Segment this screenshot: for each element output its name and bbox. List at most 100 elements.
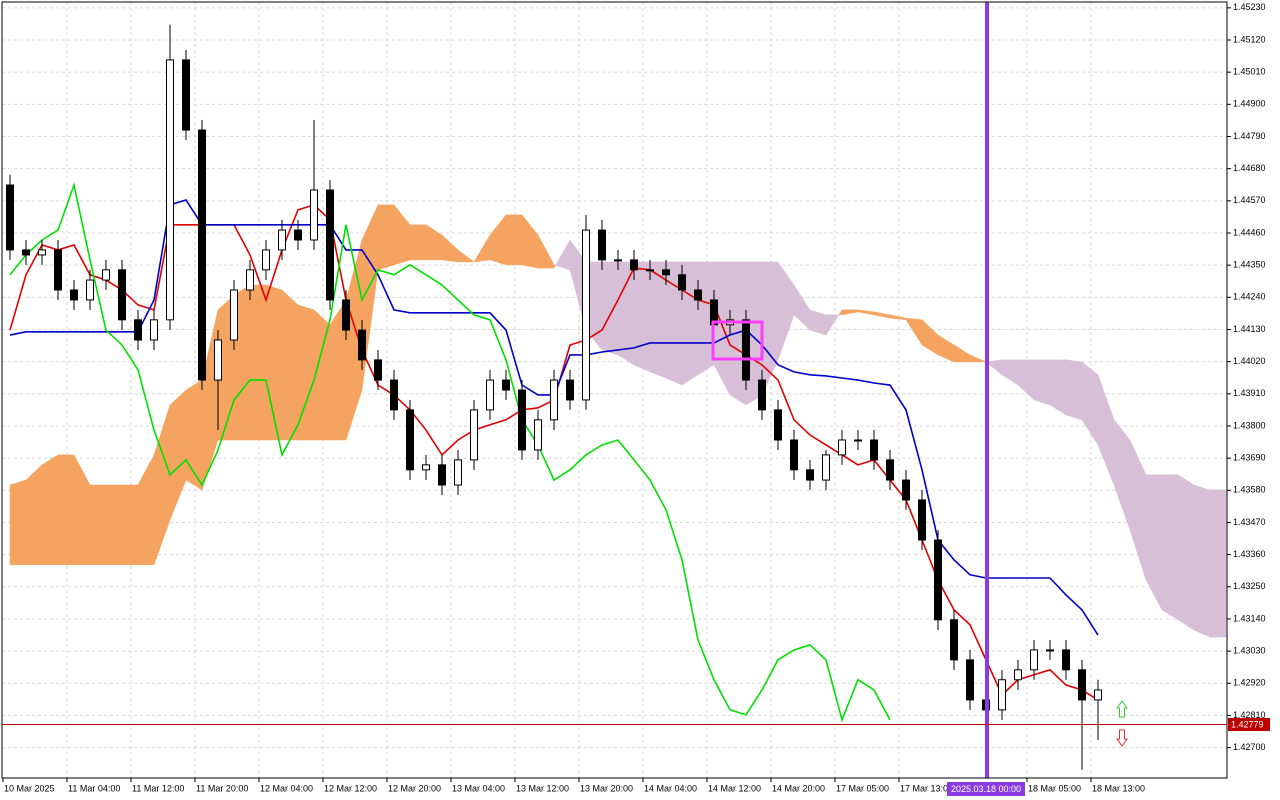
cloud-segment: [281, 289, 299, 441]
x-tick-label: 14 Mar 12:00: [708, 783, 761, 793]
candle-body: [102, 269, 110, 281]
candle-body: [934, 539, 942, 621]
candle-body: [886, 459, 894, 481]
y-tick-label: 1.43470: [1233, 517, 1266, 527]
x-tick-label: 17 Mar 05:00: [836, 783, 889, 793]
candle-body: [6, 184, 14, 251]
candle-body: [598, 229, 606, 261]
cloud-segment: [1209, 489, 1227, 638]
candle-body: [310, 189, 318, 241]
y-tick-label: 1.44680: [1233, 163, 1266, 173]
candle-body: [70, 289, 78, 301]
candle-body: [374, 359, 382, 381]
x-tick-label: 12 Mar 20:00: [388, 783, 441, 793]
candle-body: [134, 319, 142, 341]
x-tick-label: 13 Mar 20:00: [580, 783, 633, 793]
x-tick-label: 13 Mar 12:00: [516, 783, 569, 793]
y-tick-label: 1.44240: [1233, 292, 1266, 302]
cloud-segment: [25, 464, 43, 566]
candle-body: [678, 274, 686, 291]
cloud-segment: [1049, 359, 1067, 416]
candle-body: [662, 269, 670, 276]
candle-body: [534, 419, 542, 451]
cloud-segment: [121, 484, 139, 566]
candle-body: [246, 269, 254, 291]
cloud-segment: [9, 479, 27, 566]
candle-body: [838, 439, 846, 456]
y-tick-label: 1.42700: [1233, 742, 1266, 752]
candle-body: [278, 229, 286, 251]
y-tick-label: 1.44570: [1233, 195, 1266, 205]
candle-body: [438, 464, 446, 486]
cloud-segment: [89, 484, 107, 566]
candle-body: [470, 409, 478, 461]
indicator-line: [9, 182, 891, 723]
y-tick-label: 1.44900: [1233, 99, 1266, 109]
candle-body: [1062, 649, 1070, 671]
cloud-segment: [601, 261, 619, 356]
x-tick-label: 13 Mar 04:00: [452, 783, 505, 793]
candle-body: [342, 299, 350, 331]
candle-body: [118, 269, 126, 321]
candle-body: [870, 439, 878, 461]
x-tick-label: 18 Mar 05:00: [1028, 783, 1081, 793]
cloud-segment: [825, 314, 840, 336]
candle-body: [1046, 649, 1054, 652]
plot-frame: [1, 1, 1228, 779]
candle-body: [582, 229, 590, 401]
candle-body: [758, 379, 766, 411]
cloud-segment: [409, 224, 427, 261]
current-price-label: 1.42779: [1231, 719, 1264, 729]
cursor-label: 2025.03.18 00:00: [951, 784, 1021, 794]
x-tick-label: 12 Mar 04:00: [260, 783, 313, 793]
candle-body: [854, 439, 862, 442]
x-tick-label: 14 Mar 20:00: [772, 783, 825, 793]
candle-body: [918, 499, 926, 541]
candle-body: [406, 409, 414, 471]
cloud-segment: [41, 454, 59, 566]
candle-body: [390, 379, 398, 411]
y-tick-label: 1.43800: [1233, 420, 1266, 430]
candle-body: [422, 464, 430, 471]
candle-body: [214, 339, 222, 381]
y-tick-label: 1.43360: [1233, 549, 1266, 559]
candle-body: [54, 249, 62, 291]
candle-body: [822, 454, 830, 481]
candle-body: [1014, 669, 1022, 681]
cursor-label-box: [947, 782, 1025, 796]
y-tick-label: 1.42920: [1233, 678, 1266, 688]
y-tick-label: 1.43910: [1233, 388, 1266, 398]
cloud-segment: [1193, 484, 1211, 638]
candle-body: [630, 259, 638, 271]
x-tick-label: 18 Mar 13:00: [1092, 783, 1145, 793]
candle-body: [742, 319, 750, 381]
cloud-segment: [249, 284, 267, 441]
cloud-segment: [633, 261, 651, 373]
candle-body: [550, 379, 558, 421]
x-tick-label: 11 Mar 12:00: [132, 783, 184, 793]
candle-body: [694, 289, 702, 301]
current-price-box: [1228, 717, 1270, 731]
signal-box: [711, 320, 764, 361]
candle-body: [86, 279, 94, 301]
x-tick-label: 12 Mar 12:00: [324, 783, 377, 793]
candle-body: [502, 379, 510, 391]
y-tick-label: 1.44790: [1233, 131, 1266, 141]
y-tick-label: 1.43250: [1233, 581, 1266, 591]
y-tick-label: 1.43690: [1233, 453, 1266, 463]
candle-body: [294, 229, 302, 241]
candle-body: [790, 439, 798, 471]
candle-body: [150, 319, 158, 341]
candle-body: [198, 129, 206, 381]
y-tick-label: 1.45010: [1233, 67, 1266, 77]
x-tick-label: 10 Mar 2025: [4, 783, 55, 793]
cloud-segment: [57, 454, 75, 566]
y-tick-label: 1.45230: [1233, 2, 1266, 12]
candle-body: [950, 619, 958, 661]
candle-body: [774, 409, 782, 441]
cloud-segment: [1065, 359, 1083, 421]
candle-body: [486, 379, 494, 411]
candle-body: [1094, 689, 1102, 701]
candle-body: [646, 269, 654, 272]
